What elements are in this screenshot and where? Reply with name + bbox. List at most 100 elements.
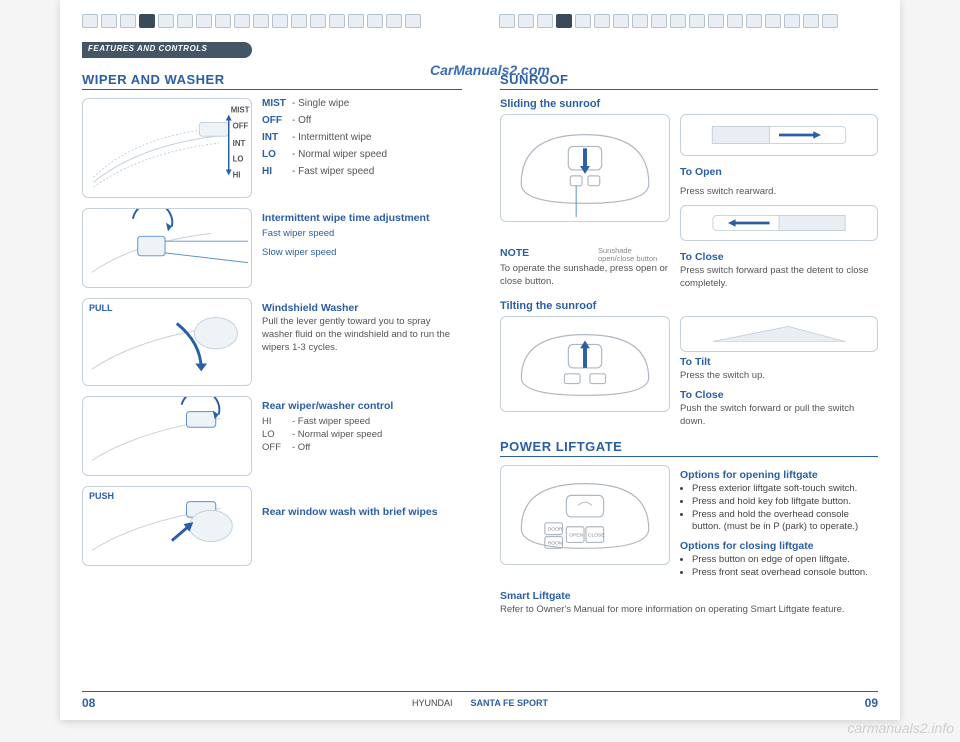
- topbar-icon: [537, 14, 553, 28]
- to-tilt-title: To Tilt: [680, 356, 878, 368]
- topbar-icon: [670, 14, 686, 28]
- topbar-icon: [367, 14, 383, 28]
- washer-illustration: PULL: [82, 298, 252, 386]
- tilt-diagram: [680, 316, 878, 352]
- topbar-icon: [310, 14, 326, 28]
- topbar-icon: [120, 14, 136, 28]
- topbar-icon: [632, 14, 648, 28]
- list-item: Press exterior liftgate soft-touch switc…: [692, 483, 878, 496]
- intermittent-fast: Fast wiper speed: [262, 228, 462, 241]
- topbar-icon: [82, 14, 98, 28]
- topbar-icon: [803, 14, 819, 28]
- topbar-icon: [518, 14, 534, 28]
- close-options-list: Press button on edge of open liftgate.Pr…: [680, 554, 878, 580]
- topbar-icon: [158, 14, 174, 28]
- svg-text:DOOR: DOOR: [548, 527, 563, 533]
- list-item: Press button on edge of open liftgate.: [692, 554, 878, 567]
- topbar-icon: [594, 14, 610, 28]
- wiper-stalk-illustration: MIST OFF INT LO HI: [82, 98, 252, 198]
- topbar-icon: [139, 14, 155, 28]
- topbar-icon: [822, 14, 838, 28]
- topbar-icon: [765, 14, 781, 28]
- topbar-icon: [101, 14, 117, 28]
- svg-text:OPEN: OPEN: [569, 532, 583, 538]
- topbar-icon: [272, 14, 288, 28]
- to-open-title: To Open: [680, 166, 878, 178]
- topbar-icon: [405, 14, 421, 28]
- wiper-mode-list: MIST- Single wipe OFF- Off INT- Intermit…: [262, 98, 387, 198]
- section-banner: FEATURES AND CONTROLS: [82, 42, 252, 58]
- topbar: [60, 14, 900, 36]
- svg-text:LO: LO: [233, 155, 244, 164]
- topbar-icon: [329, 14, 345, 28]
- note-title: NOTE: [500, 247, 529, 259]
- topbar-icon: [386, 14, 402, 28]
- washer-title: Windshield Washer: [262, 302, 462, 314]
- rear-title: Rear wiper/washer control: [262, 400, 462, 412]
- intermittent-slow: Slow wiper speed: [262, 247, 462, 260]
- topbar-icon: [177, 14, 193, 28]
- to-tilt-body: Press the switch up.: [680, 370, 878, 383]
- svg-text:MIST: MIST: [231, 106, 250, 115]
- site-watermark: carmanuals2.info: [847, 720, 954, 736]
- sunroof-close-diagram: [680, 205, 878, 241]
- tilt-close-title: To Close: [680, 389, 878, 401]
- intermittent-illustration: [82, 208, 252, 288]
- note-body: To operate the sunshade, press open or c…: [500, 263, 670, 289]
- tilt-close-body: Push the switch forward or pull the swit…: [680, 403, 878, 429]
- topbar-icon: [651, 14, 667, 28]
- to-close-body: Press switch forward past the detent to …: [680, 265, 878, 291]
- rear-wash-illustration: PUSH: [82, 486, 252, 566]
- liftgate-title: POWER LIFTGATE: [500, 439, 878, 457]
- topbar-icon: [746, 14, 762, 28]
- to-open-body: Press switch rearward.: [680, 186, 878, 199]
- topbar-icons-left: [82, 14, 421, 36]
- topbar-icon: [348, 14, 364, 28]
- sliding-switch-illustration: [500, 114, 670, 222]
- page-right: 09: [865, 696, 878, 710]
- topbar-icon: [196, 14, 212, 28]
- svg-text:HI: HI: [233, 170, 241, 179]
- topbar-icon: [253, 14, 269, 28]
- topbar-icon: [727, 14, 743, 28]
- liftgate-illustration: DOOR ROOM OPEN CLOSE: [500, 465, 670, 565]
- rear-wiper-illustration: [82, 396, 252, 476]
- svg-text:ROOM: ROOM: [548, 540, 563, 546]
- list-item: Press front seat overhead console button…: [692, 567, 878, 580]
- close-options-title: Options for closing liftgate: [680, 540, 878, 552]
- list-item: Press and hold the overhead console butt…: [692, 509, 878, 535]
- open-options-list: Press exterior liftgate soft-touch switc…: [680, 483, 878, 534]
- open-options-title: Options for opening liftgate: [680, 469, 878, 481]
- washer-body: Pull the lever gently toward you to spra…: [262, 316, 462, 354]
- topbar-icon: [291, 14, 307, 28]
- topbar-icon: [708, 14, 724, 28]
- sunroof-title: SUNROOF: [500, 72, 878, 90]
- svg-text:OFF: OFF: [233, 121, 249, 130]
- right-column: SUNROOF Sliding the sunroof: [500, 72, 878, 617]
- sliding-title: Sliding the sunroof: [500, 98, 878, 110]
- svg-text:INT: INT: [233, 139, 246, 148]
- list-item: Press and hold key fob liftgate button.: [692, 496, 878, 509]
- topbar-icon: [556, 14, 572, 28]
- smart-liftgate-title: Smart Liftgate: [500, 590, 878, 602]
- sunshade-caption: Sunshade open/close button: [598, 247, 670, 264]
- topbar-icons-right: [499, 14, 838, 36]
- topbar-icon: [613, 14, 629, 28]
- rear-wash-title: Rear window wash with brief wipes: [262, 506, 462, 518]
- footer-brand: HYUNDAI: [412, 698, 453, 708]
- footer: 08 HYUNDAI SANTA FE SPORT 09: [82, 691, 878, 710]
- footer-model: SANTA FE SPORT: [471, 698, 549, 708]
- topbar-icon: [499, 14, 515, 28]
- pull-tag: PULL: [89, 303, 113, 313]
- tilting-switch-illustration: [500, 316, 670, 412]
- topbar-icon: [689, 14, 705, 28]
- push-tag: PUSH: [89, 491, 114, 501]
- topbar-icon: [784, 14, 800, 28]
- topbar-icon: [575, 14, 591, 28]
- sunroof-open-diagram: [680, 114, 878, 156]
- svg-text:CLOSE: CLOSE: [588, 532, 605, 538]
- page-left: 08: [82, 696, 95, 710]
- to-close-title: To Close: [680, 251, 878, 263]
- tilting-title: Tilting the sunroof: [500, 300, 878, 312]
- wiper-title: WIPER AND WASHER: [82, 72, 462, 90]
